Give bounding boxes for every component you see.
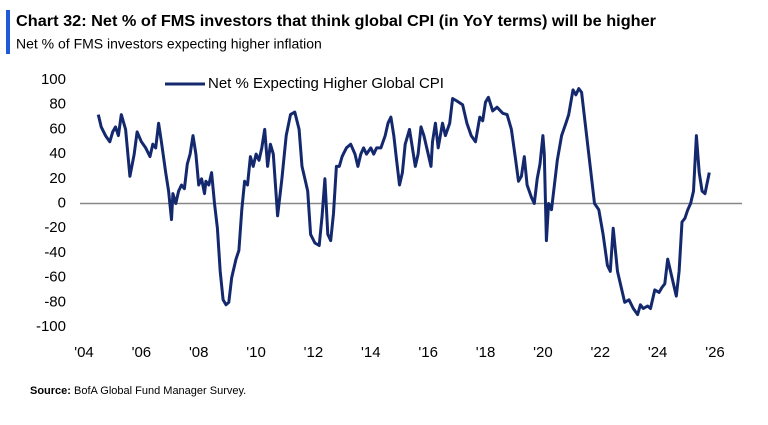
y-tick-label: 0 [58,194,66,211]
x-tick-label: '24 [648,344,668,361]
y-tick-label: -100 [36,318,66,335]
x-tick-label: '06 [132,344,152,361]
y-tick-label: 100 [41,71,66,88]
y-tick-label: -60 [44,269,66,286]
y-tick-label: -20 [44,219,66,236]
x-tick-label: '26 [705,344,725,361]
x-tick-label: '08 [189,344,209,361]
x-tick-label: '12 [304,344,324,361]
series-line [96,87,711,317]
x-tick-label: '14 [361,344,381,361]
source-label: Source: [30,385,71,397]
source-text: BofA Global Fund Manager Survey. [74,385,246,397]
title-accent [6,10,10,54]
y-tick-label: 20 [49,170,66,187]
x-tick-label: '22 [590,344,610,361]
x-tick-label: '20 [533,344,553,361]
y-tick-label: -80 [44,293,66,310]
legend-label: Net % Expecting Higher Global CPI [208,75,444,92]
chart-title: Chart 32: Net % of FMS investors that th… [16,13,656,30]
x-tick-label: '16 [418,344,438,361]
chart-subtitle: Net % of FMS investors expecting higher … [16,36,322,52]
y-tick-label: 40 [49,145,66,162]
x-tick-label: '18 [476,344,496,361]
y-tick-label: -40 [44,244,66,261]
x-tick-label: '04 [74,344,94,361]
y-tick-label: 80 [49,96,66,113]
y-tick-label: 60 [49,120,66,137]
x-tick-label: '10 [246,344,266,361]
